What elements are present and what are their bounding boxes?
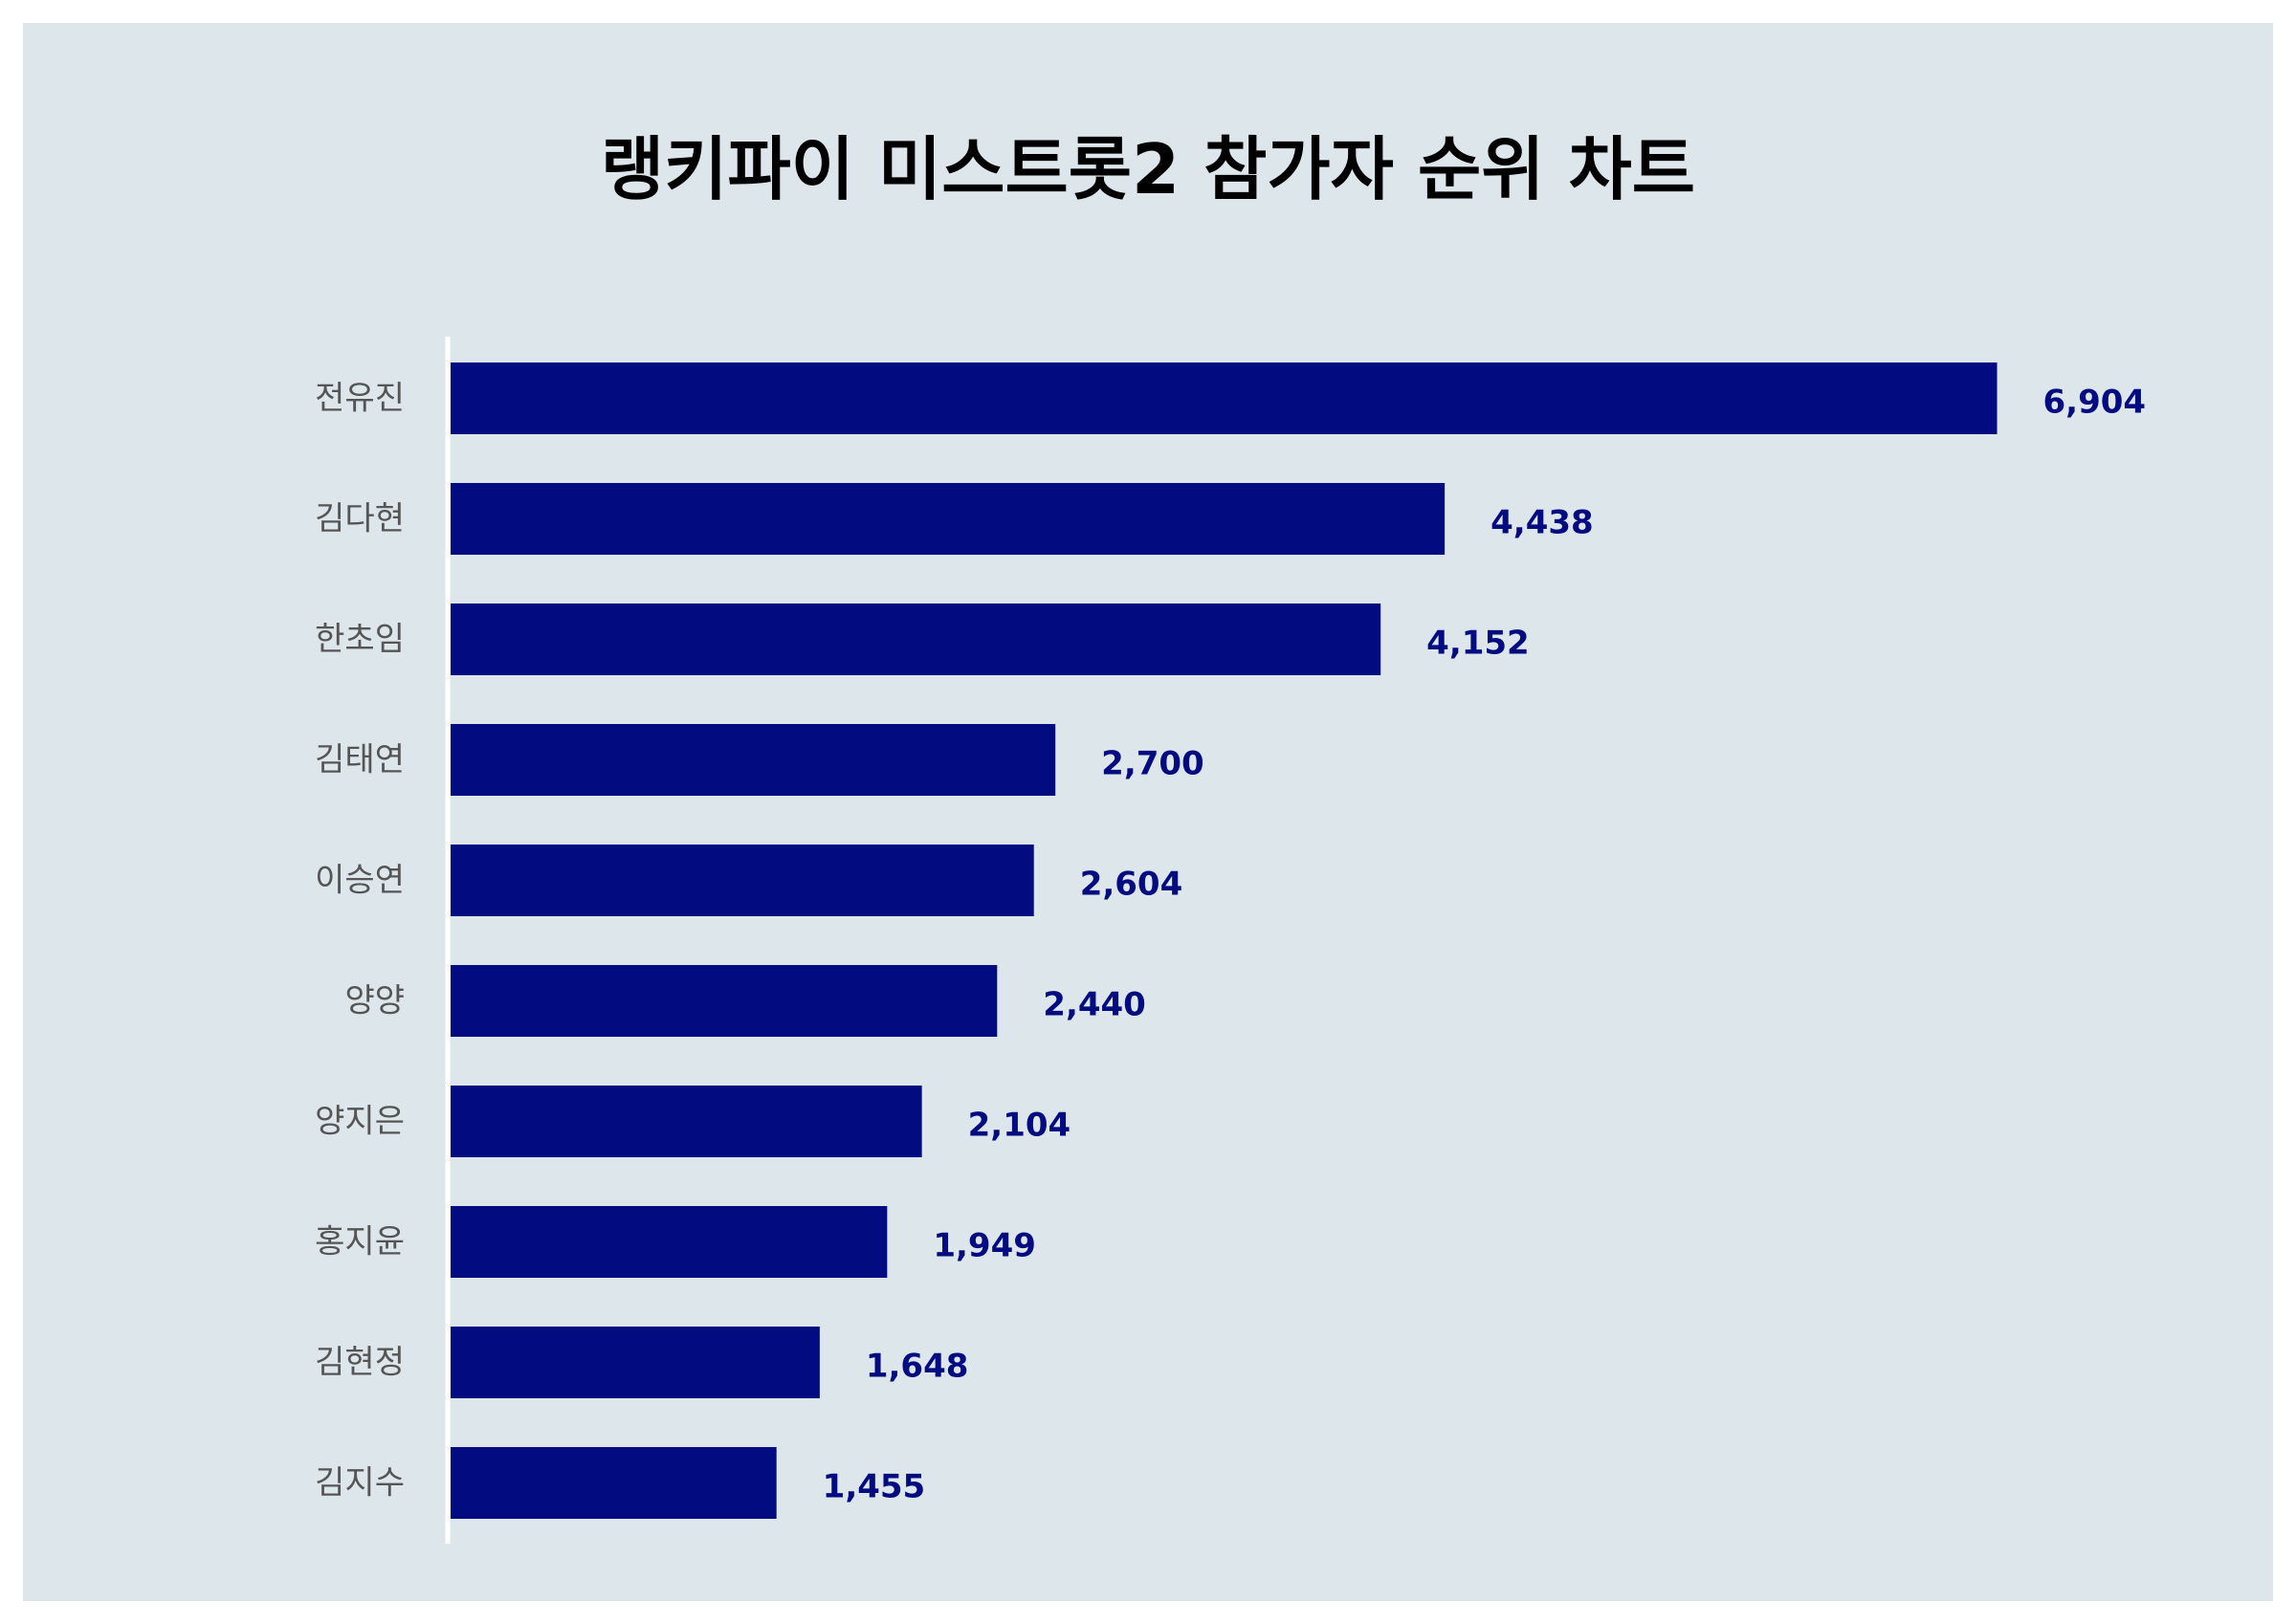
value-label-5: 2,604: [1080, 866, 1183, 904]
category-label-5: 이승연: [315, 862, 405, 900]
chart-title: 랭키파이 미스트롯2 참가자 순위 차트: [601, 129, 1695, 209]
value-label-4: 2,700: [1101, 745, 1204, 783]
bar-7: [451, 1086, 922, 1157]
category-label-7: 양지은: [315, 1103, 405, 1141]
bar-1: [451, 362, 1998, 434]
category-label-9: 김현정: [315, 1344, 405, 1382]
bar-6: [451, 965, 998, 1037]
category-label-2: 김다현: [315, 500, 405, 538]
category-label-4: 김태연: [315, 741, 405, 779]
chart-panel: [23, 23, 2273, 1601]
value-label-8: 1,949: [933, 1227, 1036, 1265]
value-label-3: 4,152: [1426, 625, 1530, 663]
bar-10: [451, 1447, 777, 1519]
value-label-7: 2,104: [968, 1107, 1071, 1145]
value-label-2: 4,438: [1490, 504, 1594, 542]
value-label-6: 2,440: [1043, 986, 1146, 1024]
value-label-10: 1,455: [823, 1468, 926, 1506]
bar-8: [451, 1206, 888, 1278]
category-label-10: 김지수: [315, 1464, 405, 1503]
bar-5: [451, 845, 1034, 916]
bar-9: [451, 1327, 820, 1398]
bar-2: [451, 483, 1446, 555]
value-label-1: 6,904: [2043, 384, 2147, 422]
category-label-8: 홍지윤: [315, 1223, 405, 1262]
category-label-1: 전유진: [315, 380, 405, 418]
bar-4: [451, 724, 1056, 796]
category-label-6: 양양: [344, 982, 405, 1020]
bar-3: [451, 604, 1381, 675]
value-label-9: 1,648: [866, 1348, 969, 1386]
category-label-3: 한초임: [315, 621, 405, 659]
